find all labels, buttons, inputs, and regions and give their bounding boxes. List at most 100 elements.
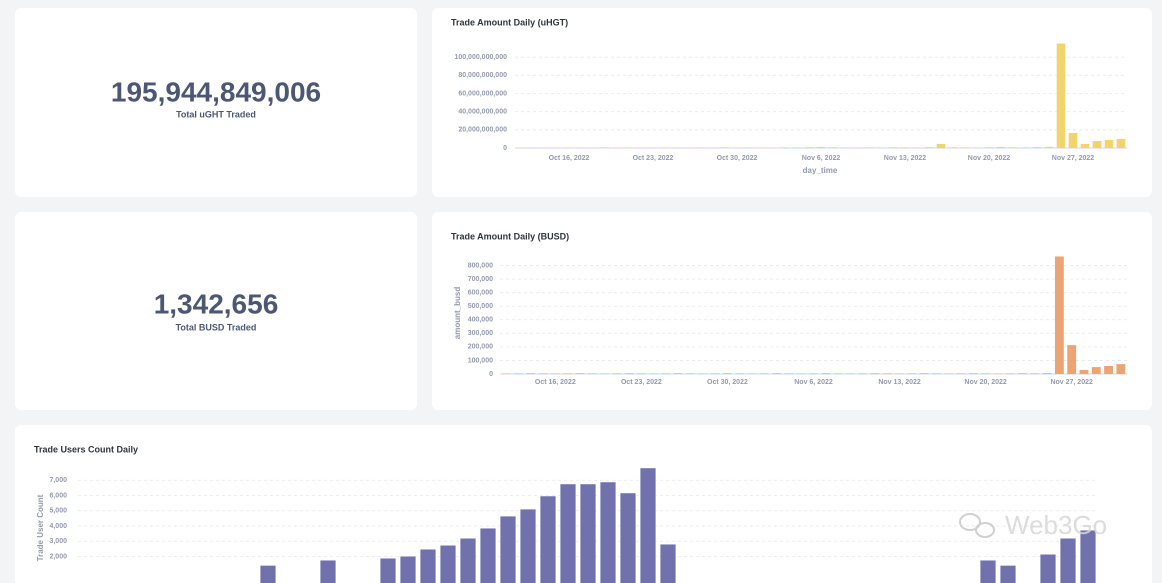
y-axis-label: amount_busd (453, 287, 462, 340)
stat-label: Total BUSD Traded (176, 322, 257, 332)
bar (870, 373, 880, 374)
bar (821, 373, 831, 374)
watermark-icon (959, 513, 981, 531)
bar (888, 147, 898, 148)
bar (723, 373, 732, 374)
bar (1079, 369, 1089, 374)
bar (587, 373, 597, 374)
bar (520, 509, 536, 583)
bar (900, 147, 910, 148)
bar (1091, 367, 1101, 374)
bar (380, 558, 396, 583)
y-tick-label: 200,000 (468, 344, 493, 351)
bar (1104, 140, 1114, 148)
bar (696, 147, 706, 148)
bar (526, 373, 536, 374)
stat-label: Total uGHT Traded (176, 109, 256, 119)
bar (809, 373, 818, 374)
bar (756, 147, 766, 148)
chart-title: Trade Amount Daily (BUSD) (451, 231, 569, 241)
bar (772, 373, 782, 374)
bar (720, 147, 730, 148)
y-tick-label: 60,000,000,000 (458, 90, 507, 97)
watermark-text: Web3Go (1005, 510, 1107, 540)
bar (624, 373, 634, 374)
x-tick-label: Nov 27, 2022 (1050, 379, 1093, 386)
y-tick-label: 400,000 (468, 317, 493, 324)
bar (564, 147, 574, 148)
bar (1044, 146, 1054, 148)
bar (600, 147, 610, 148)
bar (744, 147, 754, 148)
bar (400, 556, 416, 583)
card (15, 8, 417, 197)
bar (686, 373, 695, 374)
bar (919, 373, 929, 374)
bar (1000, 565, 1016, 583)
bar (780, 147, 790, 148)
bar (876, 147, 886, 148)
bar (440, 545, 456, 583)
bar (673, 373, 683, 374)
bar (804, 147, 814, 148)
bar (924, 147, 934, 148)
x-tick-label: Oct 30, 2022 (707, 379, 748, 386)
bar (460, 538, 476, 583)
y-tick-label: 100,000,000,000 (454, 54, 507, 61)
bar (981, 373, 991, 374)
x-tick-label: Oct 30, 2022 (717, 155, 758, 162)
bar (1008, 147, 1018, 148)
bar (968, 373, 978, 374)
y-tick-label: 800,000 (468, 262, 493, 269)
y-tick-label: 0 (489, 371, 493, 378)
bar (575, 373, 585, 374)
bar (936, 143, 946, 148)
y-tick-label: 4,000 (49, 523, 67, 530)
bar (514, 373, 523, 374)
x-tick-label: Nov 6, 2022 (802, 155, 841, 162)
bar (1005, 373, 1015, 374)
bar (420, 549, 436, 583)
bar (735, 373, 745, 374)
x-tick-label: Oct 16, 2022 (535, 379, 576, 386)
x-tick-label: Oct 23, 2022 (633, 155, 674, 162)
bar (260, 565, 276, 583)
bar (912, 147, 922, 148)
bar (1018, 373, 1027, 374)
x-tick-label: Nov 6, 2022 (794, 379, 833, 386)
bar (828, 147, 838, 148)
bar (833, 373, 843, 374)
bar (1067, 345, 1077, 374)
card (15, 212, 417, 410)
bar (960, 147, 970, 148)
x-tick-label: Nov 13, 2022 (884, 155, 927, 162)
watermark-icon (975, 522, 995, 538)
bar (882, 373, 892, 374)
bar (984, 147, 994, 148)
bar (600, 482, 616, 583)
bar (972, 147, 982, 148)
bar (840, 147, 850, 148)
bar (1116, 138, 1126, 148)
x-tick-label: Oct 16, 2022 (549, 155, 590, 162)
bar (710, 373, 720, 374)
bar (500, 516, 516, 583)
y-tick-label: 2,000 (49, 553, 67, 560)
bar (1080, 143, 1090, 148)
x-tick-label: Nov 13, 2022 (878, 379, 921, 386)
watermark: Web3Go (959, 510, 1107, 540)
bar (1040, 554, 1056, 583)
bar (932, 373, 941, 374)
y-axis-label: Trade User Count (36, 494, 45, 561)
bar (320, 560, 336, 583)
stat-value: 1,342,656 (154, 288, 279, 319)
bar (538, 373, 548, 374)
bar (580, 484, 596, 583)
y-tick-label: 20,000,000,000 (458, 127, 507, 134)
bar (1104, 366, 1113, 374)
bar (540, 496, 556, 583)
bar (907, 373, 917, 374)
bar (1042, 373, 1052, 374)
card (432, 8, 1152, 197)
